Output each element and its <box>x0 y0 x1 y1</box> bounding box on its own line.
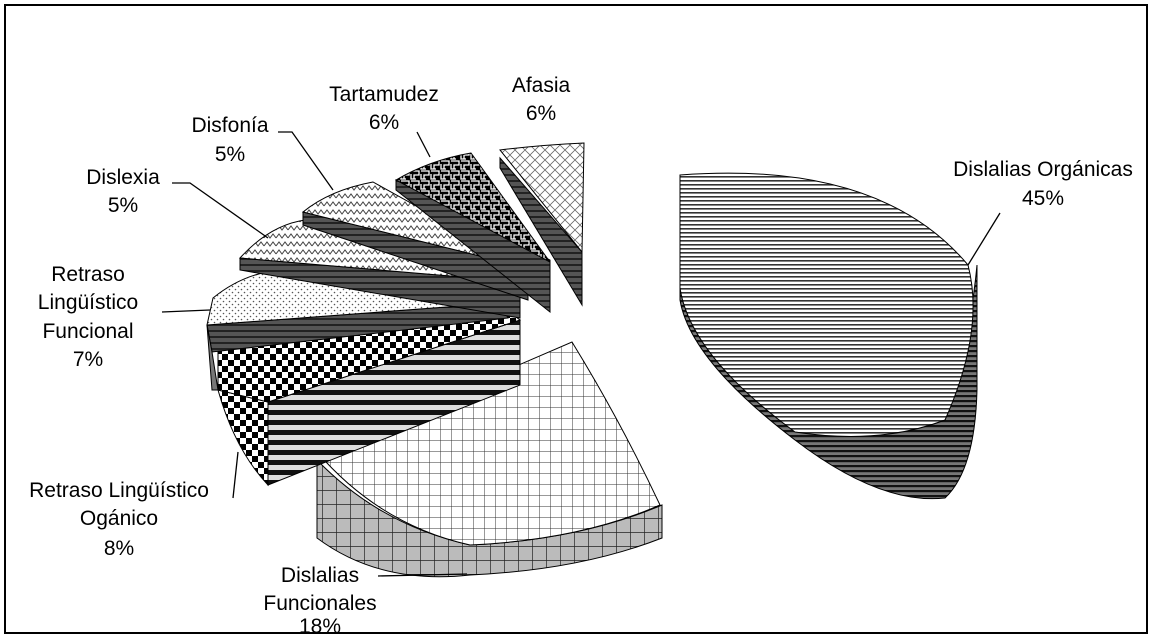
label-dislexia-name: Dislexia <box>86 166 160 189</box>
slice-dislalias-funcionales <box>316 341 663 578</box>
label-afasia: Afasia 6% <box>512 74 571 125</box>
label-afasia-name: Afasia <box>512 74 571 97</box>
slice-retraso-organico <box>217 304 522 487</box>
leader-dislexia <box>172 182 269 239</box>
slice-dislalias-funcionales-top <box>316 341 661 546</box>
leader-tartamudez <box>416 131 431 158</box>
label-dislalias-funcionales-line1: Dislalias <box>281 564 359 587</box>
label-dislalias-organicas: Dislalias Orgánicas 45% <box>953 158 1133 210</box>
leader-dislalias-funcionales <box>377 573 468 577</box>
label-retraso-funcional-pct: 7% <box>73 348 103 371</box>
slice-dislalias-funcionales-side <box>316 452 663 578</box>
slice-retraso-organico-left <box>217 389 269 487</box>
label-retraso-funcional-line2: Lingüístico <box>38 291 138 314</box>
slice-afasia <box>499 142 585 307</box>
slice-dislalias-organicas-top <box>679 172 974 437</box>
label-dislexia-pct: 5% <box>108 194 138 217</box>
slice-tartamudez <box>394 152 551 314</box>
label-retraso-organico-line1: Retraso Lingüístico <box>29 479 209 502</box>
label-dislalias-organicas-pct: 45% <box>1022 187 1064 210</box>
label-tartamudez-name: Tartamudez <box>329 83 439 106</box>
label-tartamudez: Tartamudez 6% <box>329 83 439 134</box>
label-dislalias-funcionales-pct: 18% <box>299 615 341 638</box>
label-tartamudez-pct: 6% <box>369 111 399 134</box>
label-afasia-pct: 6% <box>526 102 556 125</box>
slice-dislalias-organicas <box>679 172 978 500</box>
slice-tartamudez-top <box>394 152 551 263</box>
leader-disfonia <box>278 131 334 191</box>
slice-retraso-funcional-edge <box>206 324 219 391</box>
label-dislalias-funcionales: Dislalias Funcionales 18% <box>263 564 376 638</box>
leader-retraso-funcional <box>161 309 211 313</box>
label-disfonia: Disfonía 5% <box>191 114 268 166</box>
label-retraso-organico-pct: 8% <box>104 537 134 560</box>
slice-afasia-top <box>499 142 585 254</box>
label-disfonia-pct: 5% <box>215 143 245 166</box>
slice-afasia-side <box>499 156 583 307</box>
leader-retraso-organico <box>232 451 239 499</box>
label-retraso-funcional: Retraso Lingüístico Funcional 7% <box>38 263 138 371</box>
label-retraso-funcional-line1: Retraso <box>51 263 125 286</box>
label-dislalias-funcionales-line2: Funcionales <box>263 592 376 615</box>
leader-dislalias-organicas <box>967 212 1001 266</box>
label-retraso-organico: Retraso Lingüístico Ogánico 8% <box>29 479 209 560</box>
label-disfonia-name: Disfonía <box>191 114 268 137</box>
label-retraso-funcional-line3: Funcional <box>42 320 133 343</box>
label-dislexia: Dislexia 5% <box>86 166 160 217</box>
label-retraso-organico-line2: Ogánico <box>80 507 158 530</box>
label-dislalias-organicas-name: Dislalias Orgánicas <box>953 158 1133 181</box>
